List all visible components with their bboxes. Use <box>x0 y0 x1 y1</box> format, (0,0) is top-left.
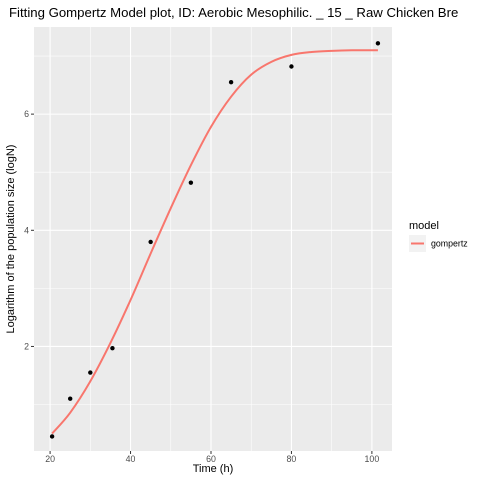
x-tick-label: 60 <box>206 454 216 464</box>
y-tick-label: 2 <box>24 341 29 351</box>
x-tick-label: 80 <box>287 454 297 464</box>
chart-title: Fitting Gompertz Model plot, ID: Aerobic… <box>9 5 458 20</box>
points-layer <box>49 41 381 439</box>
gridlines <box>34 27 392 451</box>
data-point <box>188 180 194 185</box>
data-point <box>110 345 115 351</box>
legend-title: model <box>409 220 439 232</box>
plot-panel <box>34 27 392 451</box>
x-axis-label: Time (h) <box>193 463 234 475</box>
legend: model gompertz <box>409 220 468 252</box>
data-point <box>49 434 55 439</box>
y-axis-label: Logarithm of the population size (logN) <box>5 145 17 334</box>
series-line-gompertz <box>51 49 378 435</box>
data-point <box>68 396 73 401</box>
x-tick-label: 100 <box>365 454 380 464</box>
y-tick-label: 4 <box>24 225 29 235</box>
data-point <box>228 79 234 85</box>
series-layer <box>51 49 378 435</box>
data-point <box>289 64 294 69</box>
axis-ticks: 20 40 60 80 100 2 4 6 <box>24 109 379 464</box>
x-tick-label: 20 <box>45 454 55 464</box>
legend-label-gompertz: gompertz <box>431 239 468 249</box>
x-tick-label: 40 <box>126 454 136 464</box>
data-point <box>148 239 153 245</box>
y-tick-label: 6 <box>24 109 29 119</box>
data-point <box>375 41 381 46</box>
data-point <box>88 370 93 375</box>
